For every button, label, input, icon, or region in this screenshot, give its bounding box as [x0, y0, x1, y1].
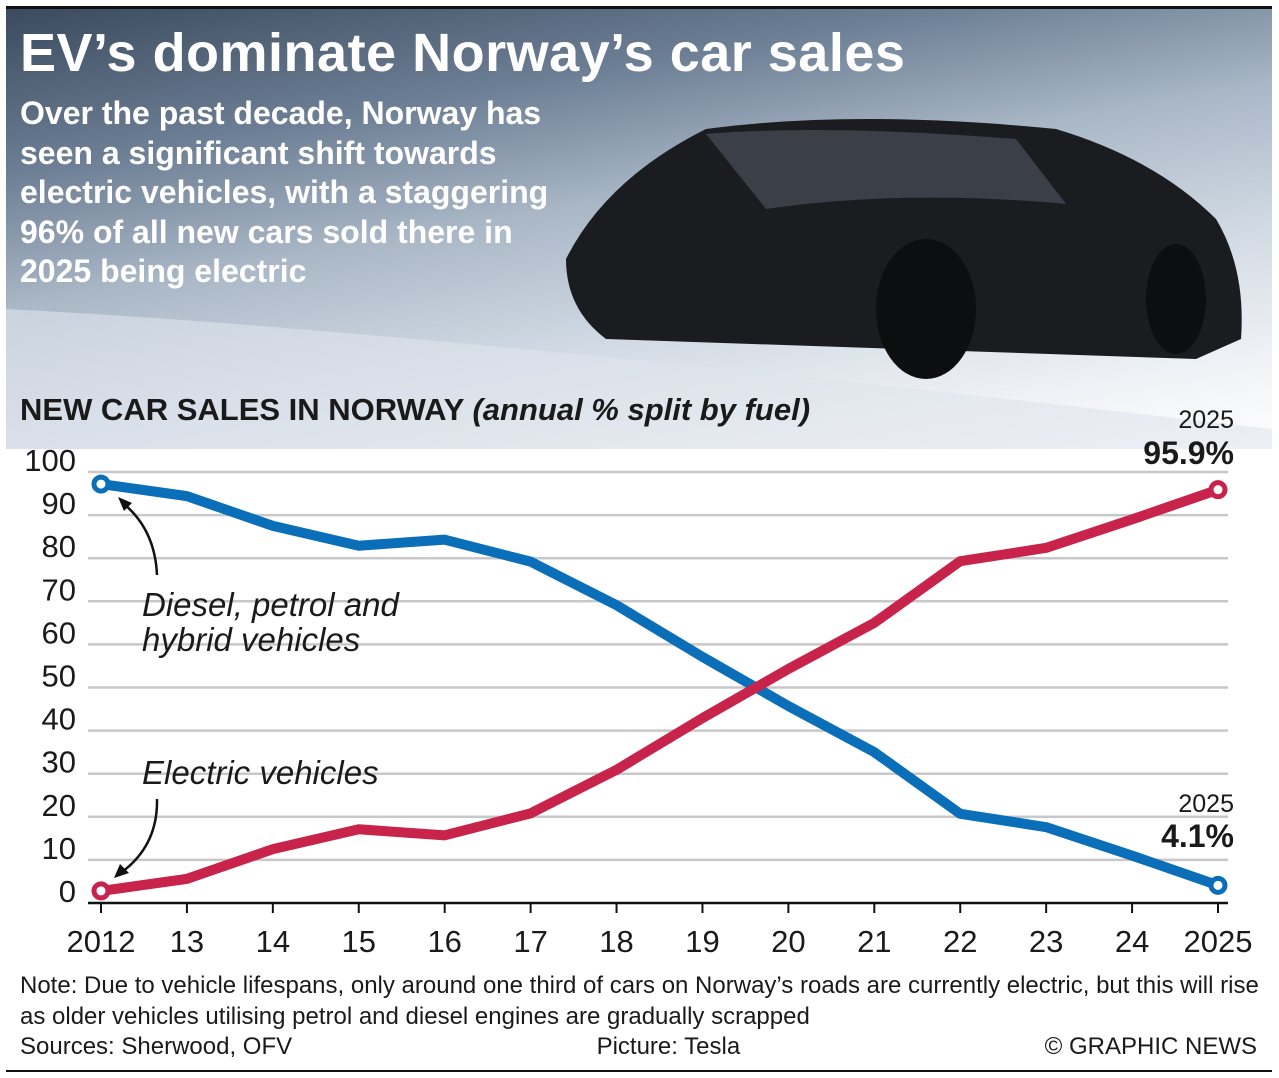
- series-label-electric: Electric vehicles: [142, 754, 379, 791]
- chart-title: NEW CAR SALES IN NORWAY (annual % split …: [20, 392, 810, 428]
- headline: EV’s dominate Norway’s car sales: [20, 23, 906, 83]
- note: Note: Due to vehicle lifespans, only aro…: [20, 972, 1259, 1030]
- x-tick-label: 23: [1029, 924, 1063, 959]
- x-tick-label: 18: [599, 924, 633, 959]
- x-tick-label: 16: [427, 924, 461, 959]
- y-tick-label: 20: [42, 788, 76, 823]
- bottom-rule: [6, 1070, 1272, 1072]
- x-tick-label: 13: [170, 924, 204, 959]
- y-tick-label: 100: [24, 443, 76, 478]
- y-tick-label: 90: [42, 486, 76, 521]
- y-tick-label: 50: [42, 659, 76, 694]
- x-tick-label: 17: [513, 924, 547, 959]
- x-tick-label: 20: [771, 924, 805, 959]
- top-rule: [6, 6, 1272, 1075]
- arrow-electric: [121, 798, 159, 873]
- series-line-fossil: [100, 479, 1220, 891]
- x-tick-label: 14: [256, 924, 290, 959]
- car-photo: [6, 119, 1272, 449]
- footer: Sources: Sherwood, OFV Picture: Tesla © …: [20, 1033, 1257, 1061]
- x-tick-label: 22: [943, 924, 977, 959]
- annotation-year: 2025: [1178, 790, 1234, 818]
- data-point-marker: [1208, 480, 1228, 500]
- line-chart: 0 10 20 30 40 50 60 70 80 90 100 2012 13 14 15 16 17 18 19…: [24, 406, 1253, 959]
- y-tick-label: 30: [42, 745, 76, 780]
- annotation-year: 2025: [1178, 406, 1234, 434]
- picture-credit: Picture: Tesla: [596, 1033, 741, 1060]
- x-tick-label: 24: [1115, 924, 1149, 959]
- x-tick-label: 2012: [67, 924, 136, 959]
- data-point-marker: [91, 881, 111, 901]
- intro-text: Over the past decade, Norway has seen a …: [20, 95, 549, 289]
- arrowhead-fossil: [118, 497, 132, 511]
- annotation-value: 95.9%: [1143, 435, 1234, 471]
- x-tick-label: 21: [857, 924, 891, 959]
- annotation-value: 4.1%: [1161, 818, 1234, 854]
- x-tick-label: 15: [342, 924, 376, 959]
- y-tick-label: 10: [42, 831, 76, 866]
- arrowhead-electric: [114, 864, 129, 878]
- series-label-fossil: Diesel, petrol and: [142, 586, 400, 623]
- sources: Sources: Sherwood, OFV: [20, 1033, 293, 1060]
- y-tick-label: 80: [42, 529, 76, 564]
- data-point-marker: [91, 474, 111, 494]
- series-line-electric: [100, 484, 1220, 896]
- chart-title-main: NEW CAR SALES IN NORWAY: [20, 392, 464, 427]
- data-point-marker: [1208, 875, 1228, 895]
- arrow-fossil: [123, 503, 159, 576]
- y-tick-label: 60: [42, 615, 76, 650]
- x-tick-label: 2025: [1184, 924, 1253, 959]
- series-label-fossil-line2: hybrid vehicles: [142, 621, 360, 658]
- hero-photo: [6, 9, 1272, 449]
- chart-subtitle: (annual % split by fuel): [472, 392, 811, 427]
- y-tick-label: 70: [42, 572, 76, 607]
- x-tick-label: 19: [685, 924, 719, 959]
- y-tick-label: 0: [59, 874, 76, 909]
- copyright: © GRAPHIC NEWS: [1044, 1033, 1257, 1060]
- y-tick-label: 40: [42, 702, 76, 737]
